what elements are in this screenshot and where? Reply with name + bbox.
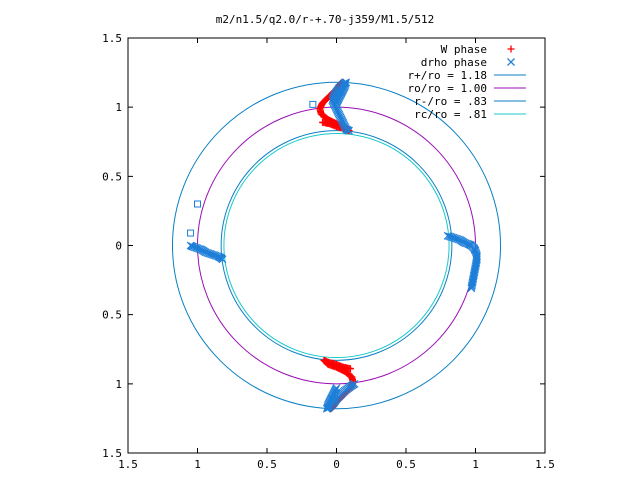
chart-title: m2/n1.5/q2.0/r-+.70-j359/M1.5/512 [216,13,435,26]
circle-0 [171,81,502,410]
x-tick-label-5: 1 [472,458,479,471]
point-s1-2-5-0 [206,249,214,258]
point-s1-1-1-0 [447,233,456,242]
point-s1-2-4-0 [201,248,210,257]
x-tick-label-4: 0.5 [396,458,416,471]
legend-label-5: rc/ro = .81 [414,108,487,121]
legend-swatch-1 [507,58,515,66]
x-tick-label-6: 1.5 [535,458,555,471]
point-s1-2-end [218,255,227,264]
point-s1-2-1-1 [190,243,199,252]
point-s1-1-0-0 [443,231,452,240]
x-tick-label-3: 0 [333,458,340,471]
y-tick-label-3: 0 [115,240,122,253]
y-tick-label-4: 0.5 [102,309,122,322]
point-s2-0-0 [194,200,201,208]
point-s2-0-1 [187,229,195,237]
point-s1-1-end [467,284,476,293]
x-tick-label-1: 1 [194,458,201,471]
point-s1-1-1-2 [450,234,459,243]
point-s1-2-4-2 [204,249,213,258]
point-s1-2-6-0 [210,251,219,260]
y-tick-label-0: 1.5 [102,32,122,45]
point-s1-2-1-0 [189,242,198,251]
legend-label-2: r+/ro = 1.18 [408,69,487,82]
y-tick-label-6: 1.5 [102,447,122,460]
point-s1-1-4-0 [460,238,469,247]
point-s1-3-end [350,379,359,388]
point-s1-1-2-0 [452,234,460,243]
point-s1-1-0-1 [445,232,453,241]
y-tick-label-1: 1 [115,101,122,114]
x-tick-label-2: 0.5 [257,458,277,471]
point-s1-2-5-1 [207,250,216,259]
point-s1-1-10-19 [467,283,476,291]
point-s1-2-2-0 [193,244,202,253]
point-s1-1-1-1 [449,233,458,242]
legend-label-4: r-/ro = .83 [414,95,487,108]
point-s1-2-1-2 [192,243,200,252]
y-tick-label-5: 1 [115,378,122,391]
reference-circles [171,81,502,410]
point-s1-2-4-1 [203,248,212,257]
axes: 1.5 1 0.5 0 0.5 1 1.51.510.500.511.5 [102,32,555,471]
point-s1-1-10-18 [467,281,476,290]
point-s2-0-2 [309,100,317,108]
point-s1-0-end [345,126,353,135]
x-tick-label-0: 1.5 [118,458,138,471]
point-s1-1-0-2 [446,232,455,241]
data-points [186,78,481,413]
legend-swatch-0 [507,45,515,53]
point-s1-2-5-2 [208,250,217,259]
legend-label-1: drho phase [421,56,487,69]
circle-3 [223,132,450,359]
y-tick-label-2: 0.5 [102,170,122,183]
circle-1 [197,106,476,385]
legend-label-0: W phase [441,43,487,56]
circle-2 [220,130,453,361]
legend-label-3: ro/ro = 1.00 [408,82,487,95]
